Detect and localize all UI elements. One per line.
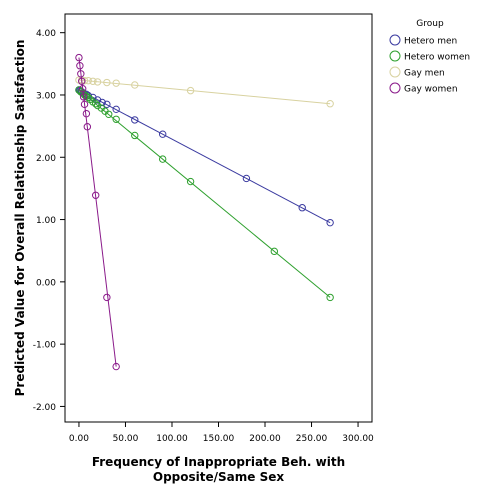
data-point xyxy=(270,247,279,256)
data-point xyxy=(105,110,113,118)
y-tick-label: -2.00 xyxy=(33,403,57,413)
legend-title: Group xyxy=(416,19,444,29)
data-point xyxy=(131,81,139,89)
legend-label: Gay women xyxy=(404,85,458,95)
legend-marker xyxy=(389,66,401,78)
data-point xyxy=(242,174,251,183)
data-point xyxy=(326,99,334,108)
data-point xyxy=(298,204,306,212)
series-fit-line xyxy=(78,79,331,105)
series-fit-line xyxy=(78,89,331,224)
x-axis-title-line-2: Opposite/Same Sex xyxy=(153,470,284,484)
data-point xyxy=(131,116,139,124)
x-tick-label: 200.00 xyxy=(249,434,281,444)
data-point xyxy=(112,362,120,371)
data-point xyxy=(103,100,111,109)
legend-item: Hetero men xyxy=(389,34,457,47)
data-point xyxy=(80,100,89,109)
data-point xyxy=(326,218,334,227)
data-point xyxy=(112,79,120,87)
data-point xyxy=(103,293,111,302)
data-point xyxy=(92,191,100,199)
data-point xyxy=(112,115,120,123)
x-tick-label: 150.00 xyxy=(203,434,235,444)
y-tick-label: 0.00 xyxy=(36,278,56,288)
data-point xyxy=(83,123,92,131)
data-point xyxy=(131,131,139,140)
legend: Group Hetero men Hetero women Gay men Gay w… xyxy=(389,19,470,95)
x-tick-label: 0.00 xyxy=(69,434,89,444)
y-axis-ticks: -2.00 -1.00 0.00 1.00 2.00 3.00 4.00 xyxy=(33,29,65,413)
data-point xyxy=(158,155,167,163)
data-point xyxy=(93,78,102,86)
legend-marker xyxy=(389,82,401,94)
data-point xyxy=(77,70,85,78)
legend-item: Gay men xyxy=(389,66,445,79)
plot-frame xyxy=(64,13,373,423)
y-tick-label: -1.00 xyxy=(33,341,57,351)
series-layer xyxy=(75,53,334,371)
legend-label: Hetero men xyxy=(404,37,457,47)
data-point xyxy=(326,293,334,302)
data-point xyxy=(103,78,111,87)
legend-label: Hetero women xyxy=(404,53,470,63)
data-point xyxy=(92,99,100,108)
x-tick-label: 100.00 xyxy=(156,434,188,444)
y-tick-label: 3.00 xyxy=(36,91,56,101)
data-point xyxy=(79,93,88,101)
legend-item: Hetero women xyxy=(389,50,470,63)
data-point xyxy=(76,62,84,70)
y-tick-label: 1.00 xyxy=(36,216,56,226)
y-axis-title: Predicted Value for Overall Relationship… xyxy=(13,40,27,397)
x-tick-label: 50.00 xyxy=(113,434,139,444)
data-point xyxy=(186,177,195,186)
legend-item: Gay women xyxy=(389,82,458,95)
data-point xyxy=(112,105,120,114)
data-point xyxy=(89,77,97,85)
x-tick-label: 250.00 xyxy=(296,434,328,444)
data-point xyxy=(78,77,86,85)
data-point xyxy=(158,130,167,138)
x-axis-title-line-1: Frequency of Inappropriate Beh. with xyxy=(92,455,345,469)
data-point xyxy=(93,101,102,110)
data-point xyxy=(186,86,195,95)
data-point xyxy=(82,109,91,118)
series-fit-line xyxy=(78,57,117,367)
y-tick-label: 2.00 xyxy=(36,154,56,164)
legend-marker xyxy=(389,50,401,62)
data-point xyxy=(84,93,92,102)
x-axis-ticks: 0.00 50.00 100.00 150.00 200.00 250.00 300.00 xyxy=(69,422,374,444)
data-point xyxy=(78,85,87,93)
x-tick-label: 300.00 xyxy=(342,434,374,444)
legend-marker xyxy=(389,34,401,46)
series-fit-line xyxy=(78,89,331,298)
y-tick-label: 4.00 xyxy=(36,29,56,39)
data-point xyxy=(75,53,83,62)
legend-label: Gay men xyxy=(404,69,445,79)
series-gay-women xyxy=(75,53,120,371)
